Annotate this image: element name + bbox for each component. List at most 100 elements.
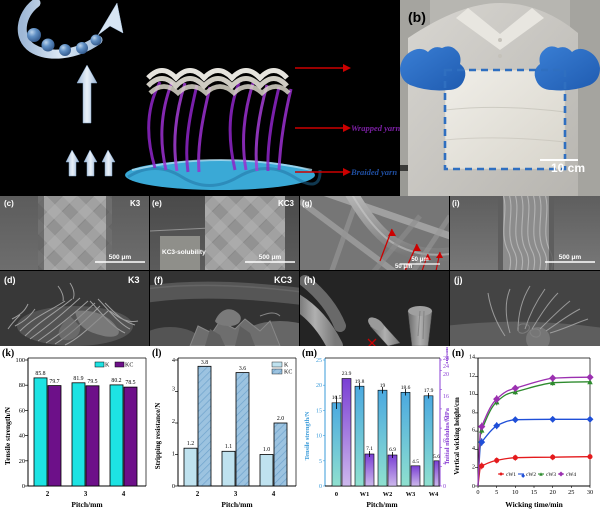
svg-text:K: K (284, 363, 289, 369)
svg-text:40: 40 (19, 433, 25, 440)
svg-text:Pitch/mm: Pitch/mm (221, 500, 253, 509)
svg-text:(i): (i) (452, 199, 460, 208)
svg-text:0: 0 (172, 483, 175, 490)
svg-text:2: 2 (46, 490, 50, 498)
svg-text:100: 100 (16, 357, 25, 364)
svg-text:(h): (h) (304, 275, 316, 285)
svg-text:15: 15 (531, 489, 537, 496)
svg-text:3: 3 (84, 490, 88, 498)
svg-text:79.5: 79.5 (87, 379, 97, 385)
svg-text:(j): (j) (454, 275, 463, 285)
svg-text:10: 10 (469, 391, 475, 397)
svg-text:3: 3 (172, 386, 175, 393)
svg-text:W2: W2 (383, 491, 392, 498)
svg-text:3.8: 3.8 (201, 360, 208, 366)
svg-text:15: 15 (316, 408, 322, 414)
svg-text:0: 0 (476, 489, 479, 496)
svg-text:1.2: 1.2 (187, 441, 194, 447)
svg-text:8: 8 (472, 410, 475, 416)
svg-text:W3: W3 (406, 491, 415, 498)
svg-text:78.5: 78.5 (125, 380, 135, 386)
svg-text:4: 4 (472, 446, 475, 452)
svg-text:K3: K3 (128, 275, 140, 285)
svg-text:50 μm: 50 μm (411, 257, 428, 263)
svg-text:85.8: 85.8 (35, 371, 45, 377)
svg-text:7.1: 7.1 (366, 446, 373, 452)
svg-text:81.9: 81.9 (73, 376, 83, 382)
svg-text:500 μm: 500 μm (259, 254, 282, 261)
svg-text:cW1: cW1 (506, 472, 516, 478)
svg-text:19.8: 19.8 (355, 379, 365, 385)
svg-text:4.5: 4.5 (412, 459, 419, 465)
svg-text:80.2: 80.2 (111, 378, 121, 384)
svg-text:Tensile strength/N: Tensile strength/N (3, 406, 12, 465)
svg-text:(m): (m) (302, 348, 317, 359)
svg-text:(n): (n) (452, 348, 464, 359)
svg-text:Pitch/mm: Pitch/mm (71, 500, 103, 509)
svg-text:12: 12 (469, 373, 475, 379)
svg-text:W4: W4 (429, 491, 439, 498)
svg-text:6: 6 (472, 428, 475, 434)
svg-text:KC: KC (125, 363, 133, 369)
svg-text:0: 0 (319, 484, 322, 490)
svg-text:10: 10 (512, 489, 518, 496)
svg-text:(b): (b) (408, 9, 426, 25)
svg-text:500 μm: 500 μm (109, 254, 132, 261)
svg-text:KC3-solubility: KC3-solubility (162, 249, 206, 256)
svg-text:0: 0 (22, 483, 25, 490)
svg-text:cW4: cW4 (566, 472, 576, 478)
svg-text:20: 20 (316, 383, 322, 389)
svg-text:25: 25 (568, 489, 574, 496)
svg-text:Stripping resistance/N: Stripping resistance/N (154, 403, 162, 470)
svg-text:10: 10 (316, 434, 322, 440)
svg-text:(d): (d) (4, 275, 16, 285)
svg-text:Wicking time/min: Wicking time/min (505, 500, 563, 509)
svg-text:(l): (l) (152, 348, 161, 359)
svg-text:16.5: 16.5 (332, 395, 342, 401)
svg-text:14: 14 (469, 355, 475, 361)
svg-text:3.6: 3.6 (239, 366, 246, 372)
svg-text:(c): (c) (4, 199, 14, 208)
svg-text:2: 2 (472, 464, 475, 470)
svg-text:4: 4 (122, 490, 126, 498)
svg-text:W1: W1 (360, 491, 369, 498)
svg-text:cW3: cW3 (546, 472, 556, 478)
svg-text:4: 4 (272, 490, 276, 498)
svg-text:79.7: 79.7 (49, 379, 59, 385)
svg-text:(f): (f) (154, 275, 163, 285)
svg-text:19: 19 (380, 383, 386, 389)
svg-text:2.0: 2.0 (277, 416, 284, 422)
svg-text:0: 0 (472, 484, 475, 490)
svg-text:20: 20 (19, 458, 25, 465)
svg-text:KC: KC (284, 370, 292, 376)
svg-text:6.9: 6.9 (389, 447, 396, 453)
svg-text:1: 1 (172, 451, 175, 458)
svg-text:10 cm: 10 cm (551, 161, 585, 175)
svg-text:0: 0 (335, 491, 338, 498)
svg-text:500 μm: 500 μm (559, 254, 582, 261)
svg-text:23.9: 23.9 (342, 371, 352, 377)
svg-text:K3: K3 (130, 199, 141, 208)
svg-text:80: 80 (19, 382, 25, 389)
svg-text:cW2: cW2 (526, 472, 536, 478)
svg-text:60: 60 (19, 407, 25, 414)
svg-text:3: 3 (234, 490, 238, 498)
svg-text:2: 2 (172, 418, 175, 425)
svg-text:(k): (k) (2, 348, 14, 359)
svg-text:5: 5 (495, 489, 498, 496)
svg-text:Tensile strength/N: Tensile strength/N (304, 411, 311, 460)
svg-text:(e): (e) (152, 199, 162, 208)
svg-text:5.6: 5.6 (433, 454, 440, 460)
svg-text:KC3: KC3 (278, 199, 295, 208)
svg-text:Braided yarn: Braided yarn (350, 167, 397, 177)
svg-text:5: 5 (319, 459, 322, 465)
svg-text:1.1: 1.1 (225, 444, 232, 450)
svg-text:1.0: 1.0 (263, 447, 270, 453)
svg-text:2: 2 (196, 490, 200, 498)
svg-text:30: 30 (587, 489, 593, 496)
svg-text:17.9: 17.9 (424, 388, 434, 394)
svg-text:(g): (g) (302, 199, 313, 208)
svg-text:Vertical wicking height/cm: Vertical wicking height/cm (454, 397, 461, 475)
svg-text:18.6: 18.6 (401, 385, 411, 391)
svg-text:K: K (105, 363, 110, 369)
